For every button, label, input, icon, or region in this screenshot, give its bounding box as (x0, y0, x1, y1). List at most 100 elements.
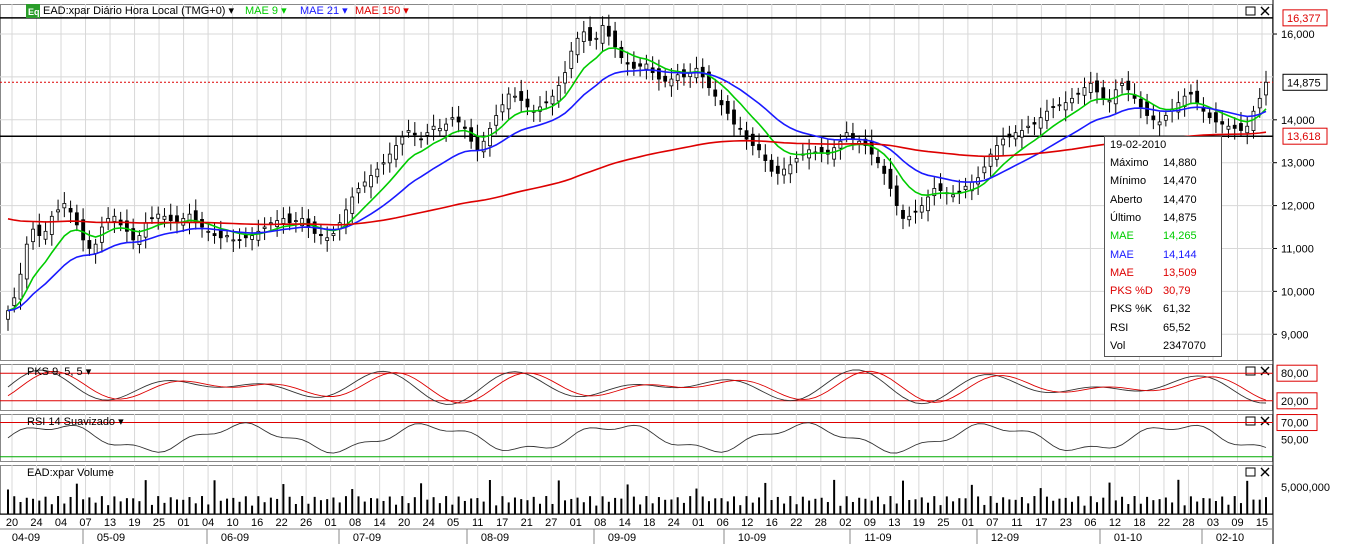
info-date-row: 19-02-2010 (1105, 137, 1221, 155)
x-day-label: 15 (1256, 517, 1268, 529)
pks-panel-label: PKS 9, 5, 5 ▾ (27, 366, 92, 378)
candle-body (456, 116, 461, 123)
candle-body (400, 136, 405, 145)
candle-body (713, 89, 718, 97)
candle-body (437, 127, 442, 132)
x-day-label: 11 (1011, 517, 1022, 529)
candle-body (844, 132, 849, 137)
x-month-label: 09-09 (608, 532, 636, 544)
candle-body (657, 68, 661, 80)
candle-body (606, 25, 611, 37)
info-value: 65,52 (1163, 321, 1191, 334)
info-value: 14,880 (1163, 157, 1197, 169)
candle-body (162, 215, 167, 220)
candle-body (1232, 124, 1237, 129)
x-day-label: 03 (1207, 517, 1219, 529)
candle-body (994, 145, 999, 160)
x-month-label: 10-09 (738, 532, 766, 544)
pks-level-badge (1276, 392, 1318, 410)
candle-body (951, 194, 955, 198)
candle-body (732, 109, 736, 125)
info-value: 30,79 (1163, 285, 1191, 298)
candle-body (581, 31, 586, 42)
candle-body (369, 175, 373, 188)
candle-body (563, 72, 567, 84)
candle-body (1051, 106, 1056, 108)
candle-body (738, 127, 743, 130)
candle-body (819, 147, 824, 153)
candle-body (932, 188, 937, 197)
info-value: 14,265 (1163, 230, 1197, 243)
x-day-label: 08 (594, 517, 606, 529)
x-day-label: 16 (766, 517, 778, 529)
x-day-label: 06 (1084, 517, 1096, 529)
x-day-label: 14 (374, 517, 386, 529)
candle-body (725, 100, 730, 114)
candle-body (1264, 81, 1268, 96)
candle-body (387, 153, 392, 164)
candle-body (888, 168, 893, 189)
candle-body (644, 63, 649, 70)
candle-body (287, 213, 292, 224)
x-day-label: 25 (153, 517, 165, 529)
x-month-label: 01-10 (1114, 532, 1142, 544)
candle-body (707, 71, 711, 89)
info-key: PKS %D (1110, 285, 1153, 298)
overlay-legend-0: MAE 9 ▾ (245, 5, 287, 17)
candle-body (137, 235, 142, 245)
candle-body (381, 162, 386, 165)
info-row: Aberto 14,470 (1105, 192, 1221, 210)
candle-body (431, 125, 436, 131)
x-day-label: 22 (275, 517, 287, 529)
candle-body (306, 218, 311, 228)
x-day-label: 19 (128, 517, 140, 529)
candle-body (750, 133, 755, 146)
candle-body (1020, 130, 1024, 138)
rsi-line (7, 422, 1267, 454)
candle-body (894, 185, 899, 206)
candle-body (544, 101, 549, 104)
candle-body (225, 235, 229, 238)
pks-k-line (7, 369, 1267, 405)
candle-body (926, 196, 930, 212)
candle-body (488, 127, 492, 147)
close-icon (1260, 467, 1270, 477)
candle-body (782, 168, 786, 176)
candle-body (619, 46, 624, 59)
candle-body (1195, 90, 1200, 104)
candle-body (281, 218, 286, 224)
candle-body (1220, 121, 1225, 125)
candle-body (481, 140, 486, 153)
x-day-label: 28 (1182, 517, 1194, 529)
x-day-label: 13 (888, 517, 900, 529)
candle-body (757, 144, 761, 151)
candle-body (763, 154, 768, 161)
moving-average-line-1 (7, 69, 1267, 312)
candle-body (125, 220, 129, 232)
candle-body (913, 210, 918, 213)
x-month-label: 04-09 (12, 532, 40, 544)
x-day-label: 18 (643, 517, 655, 529)
x-day-label: 25 (937, 517, 949, 529)
candle-body (500, 104, 505, 113)
candle-body (218, 230, 223, 239)
candle-body (168, 214, 173, 222)
x-day-label: 05 (447, 517, 459, 529)
info-value: 61,32 (1163, 303, 1191, 316)
volume-panel-label: EAD:xpar Volume (27, 467, 114, 479)
candle-body (882, 165, 887, 174)
maximize-icon (1245, 366, 1256, 376)
x-day-label: 26 (300, 517, 312, 529)
x-day-label: 23 (1060, 517, 1072, 529)
candle-body (175, 215, 179, 224)
candle-body (37, 224, 42, 237)
candle-body (613, 30, 617, 48)
info-key: PKS %K (1110, 303, 1153, 316)
candle-body (350, 196, 355, 214)
x-day-label: 14 (619, 517, 631, 529)
x-month-label: 02-10 (1216, 532, 1244, 544)
x-day-label: 09 (864, 517, 876, 529)
candle-body (1188, 91, 1193, 95)
